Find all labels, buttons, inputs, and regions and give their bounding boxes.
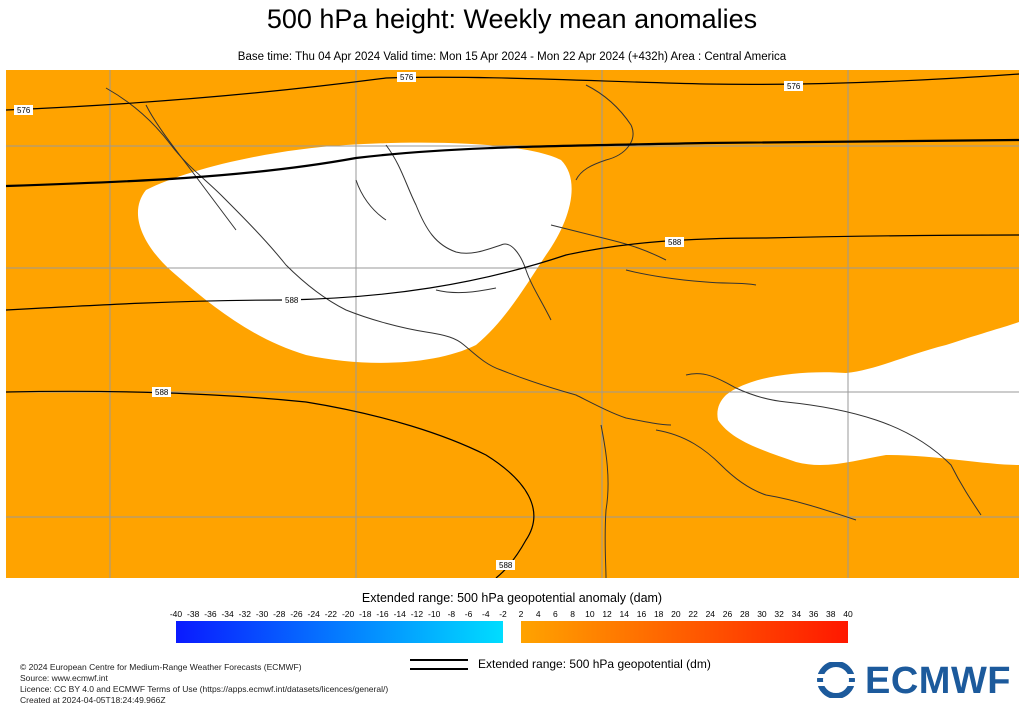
legend-tick-label: 40 <box>843 609 853 619</box>
legend-title: Extended range: 500 hPa geopotential ano… <box>361 591 663 605</box>
legend-tick-label: -20 <box>341 609 355 619</box>
legend-tick-label: 30 <box>757 609 767 619</box>
contour-576-north <box>6 73 1019 111</box>
legend-tick-label: 4 <box>535 609 541 619</box>
legend-tick-label: -34 <box>221 609 234 619</box>
neutral-anomaly-region-mexico <box>137 142 572 363</box>
ecmwf-logo-icon <box>812 662 860 698</box>
contour-thick-584 <box>6 138 1019 188</box>
contour-key-line <box>410 668 468 670</box>
copyright-text: © 2024 European Centre for Medium-Range … <box>20 662 302 672</box>
legend-tick-label: -8 <box>447 609 456 619</box>
colorbar-positive <box>521 621 848 643</box>
legend-tick-label: -4 <box>482 609 490 619</box>
contour-label: 576 <box>17 106 31 115</box>
legend-tick-label: -36 <box>204 609 217 619</box>
legend-tick-label: -32 <box>238 609 251 619</box>
anomaly-map: 576 576 576 588 588 588 588 <box>6 70 1019 578</box>
legend-tick-label: 22 <box>688 609 698 619</box>
legend-tick-label: -30 <box>255 609 269 619</box>
legend-tick-label: -40 <box>169 609 183 619</box>
legend-tick-label: -16 <box>376 609 389 619</box>
legend-tick-label: -10 <box>428 609 441 619</box>
contour-label-group: 576 576 576 588 588 588 588 <box>14 72 803 570</box>
legend-tick-label: -14 <box>393 609 406 619</box>
legend-tick-label: -24 <box>307 609 320 619</box>
legend-tick-label: 2 <box>518 609 524 619</box>
legend-tick-label: 18 <box>653 609 664 619</box>
legend-tick-label: -28 <box>273 609 286 619</box>
chart-subtitle: Base time: Thu 04 Apr 2024 Valid time: M… <box>237 51 787 63</box>
legend-tick-label: 24 <box>705 609 716 619</box>
legend-tick-label: 16 <box>636 609 647 619</box>
legend-tick-label: 32 <box>774 609 784 619</box>
created-timestamp: Created at 2024-04-05T18:24:49.966Z <box>20 695 166 705</box>
contour-588-mid <box>6 234 1019 311</box>
licence-text: Licence: CC BY 4.0 and ECMWF Terms of Us… <box>20 684 389 694</box>
legend-tick-label: 8 <box>570 609 575 619</box>
coastlines <box>105 84 982 578</box>
legend-tick-label: -6 <box>464 609 473 619</box>
legend-tick-label: 38 <box>826 609 836 619</box>
legend-tick-label: 36 <box>808 609 819 619</box>
chart-title: 500 hPa height: Weekly mean anomalies <box>266 4 758 34</box>
legend-tick-label: 14 <box>619 609 629 619</box>
contour-label: 576 <box>400 73 414 82</box>
legend-tick-label: -22 <box>324 609 338 619</box>
neutral-anomaly-region-venezuela <box>717 322 1019 465</box>
legend-tick-label: -2 <box>499 609 507 619</box>
contour-label: 588 <box>155 388 169 397</box>
ecmwf-logo-text: ECMWF <box>865 660 1012 702</box>
legend-tick-label: 26 <box>722 609 733 619</box>
legend-tick-label: -26 <box>290 609 303 619</box>
legend-tick-label: 6 <box>553 609 558 619</box>
contour-label: 588 <box>499 561 513 570</box>
legend-tick-label: 10 <box>585 609 595 619</box>
geopotential-contours <box>6 73 1019 578</box>
source-text: Source: www.ecmwf.int <box>20 673 108 683</box>
legend-tick-label: -38 <box>187 609 200 619</box>
legend-tick-label: -12 <box>410 609 424 619</box>
legend-tick-label: -18 <box>359 609 372 619</box>
graticule <box>6 70 1019 578</box>
contour-label: 588 <box>668 238 682 247</box>
contour-key-label: Extended range: 500 hPa geopotential (dm… <box>478 657 711 671</box>
colorbar-negative <box>176 621 503 643</box>
contour-label: 576 <box>787 82 801 91</box>
legend-tick-label: 20 <box>671 609 681 619</box>
contour-key-line <box>410 659 468 661</box>
contour-label: 588 <box>285 296 299 305</box>
legend-tick-label: 34 <box>791 609 802 619</box>
legend-tick-label: 12 <box>602 609 612 619</box>
legend-tick-label: 28 <box>740 609 750 619</box>
